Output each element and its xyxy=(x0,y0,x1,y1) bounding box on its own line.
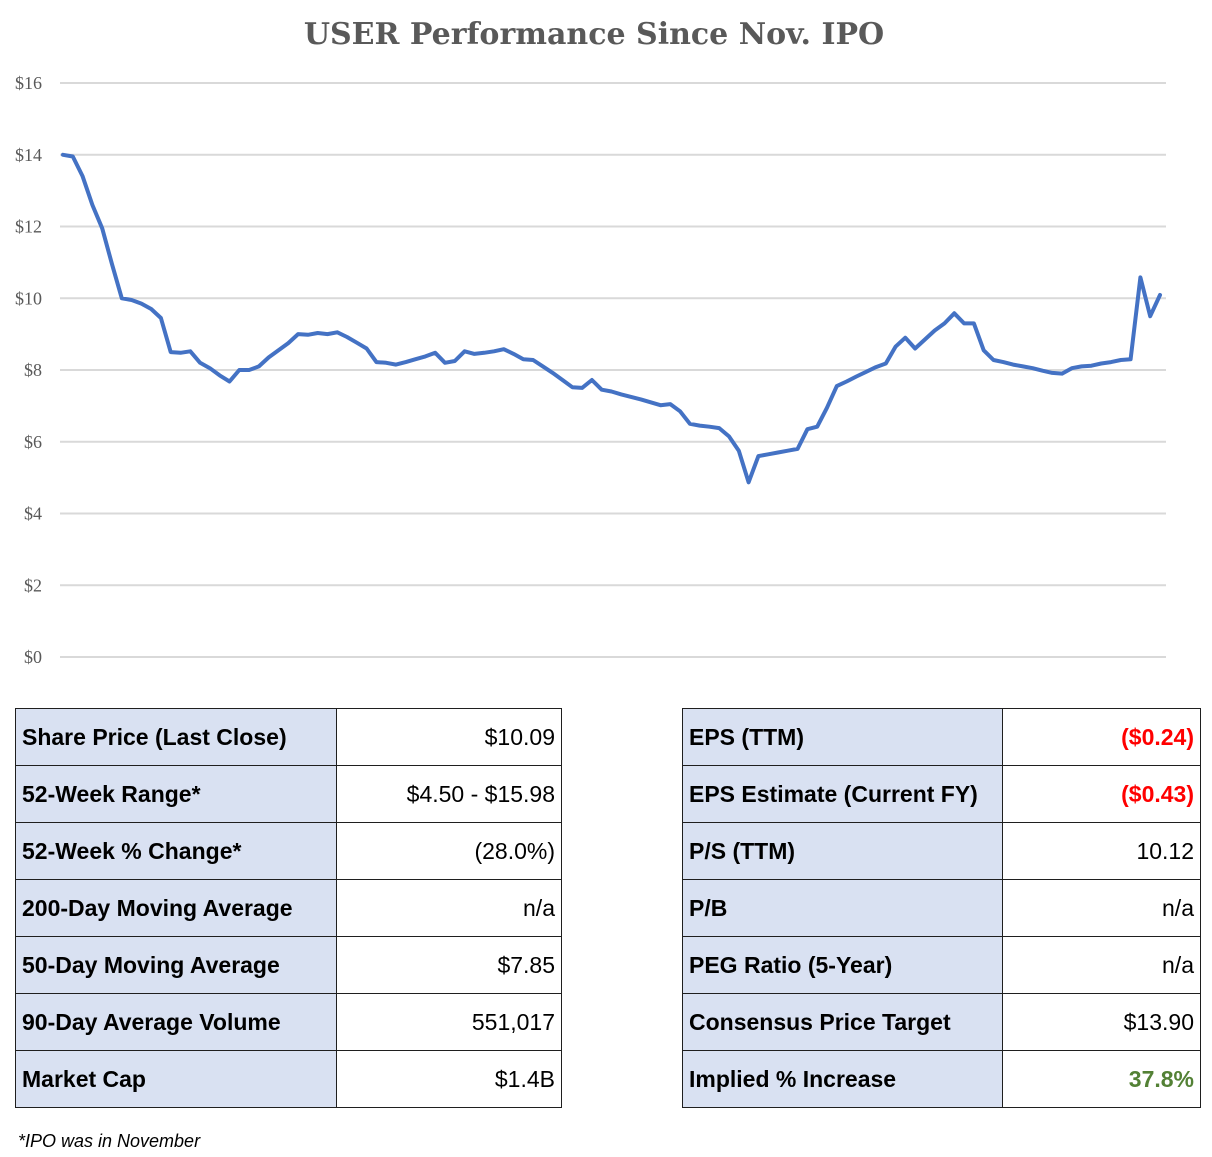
stat-value: $7.85 xyxy=(336,936,562,994)
stat-value: ($0.43) xyxy=(1002,765,1201,823)
price-line xyxy=(61,152,1162,485)
table-row: Implied % Increase 37.8% xyxy=(682,1050,1201,1108)
table-row: 200-Day Moving Average n/a xyxy=(15,879,562,937)
table-row: EPS Estimate (Current FY) ($0.43) xyxy=(682,765,1201,823)
stat-label: P/S (TTM) xyxy=(682,822,1003,880)
y-tick-label: $12 xyxy=(15,217,42,237)
stat-label: PEG Ratio (5-Year) xyxy=(682,936,1003,994)
stat-value: 37.8% xyxy=(1002,1050,1201,1108)
stat-value: n/a xyxy=(336,879,562,937)
y-tick-label: $10 xyxy=(15,288,42,308)
stat-label: Implied % Increase xyxy=(682,1050,1003,1108)
table-row: 52-Week % Change* (28.0%) xyxy=(15,822,562,880)
stat-value: $13.90 xyxy=(1002,993,1201,1051)
stat-label: 200-Day Moving Average xyxy=(15,879,337,937)
table-row: P/S (TTM) 10.12 xyxy=(682,822,1201,880)
stat-label: 52-Week % Change* xyxy=(15,822,337,880)
stat-value: $10.09 xyxy=(336,708,562,766)
stat-value: 551,017 xyxy=(336,993,562,1051)
table-row: Consensus Price Target $13.90 xyxy=(682,993,1201,1051)
stat-label: EPS Estimate (Current FY) xyxy=(682,765,1003,823)
stat-label: Market Cap xyxy=(15,1050,337,1108)
stat-label: P/B xyxy=(682,879,1003,937)
table-row: Market Cap $1.4B xyxy=(15,1050,562,1108)
y-tick-label: $16 xyxy=(15,73,42,93)
y-tick-label: $2 xyxy=(24,575,42,595)
stat-label: EPS (TTM) xyxy=(682,708,1003,766)
price-chart: USER Performance Since Nov. IPO $0 $2 $4 $6… xyxy=(15,17,1166,667)
stat-label: 52-Week Range* xyxy=(15,765,337,823)
stat-label: Consensus Price Target xyxy=(682,993,1003,1051)
stat-value: $1.4B xyxy=(336,1050,562,1108)
stat-value: n/a xyxy=(1002,936,1201,994)
chart-gridlines xyxy=(60,82,1166,658)
table-row: Share Price (Last Close) $10.09 xyxy=(15,708,562,766)
stat-value: n/a xyxy=(1002,879,1201,937)
stat-label: Share Price (Last Close) xyxy=(15,708,337,766)
y-tick-label: $4 xyxy=(24,504,42,524)
table-row: 52-Week Range* $4.50 - $15.98 xyxy=(15,765,562,823)
y-axis-ticks: $0 $2 $4 $6 $8 $10 $12 $14 $16 xyxy=(15,73,42,667)
table-row: EPS (TTM) ($0.24) xyxy=(682,708,1201,766)
y-tick-label: $8 xyxy=(24,360,42,380)
right-stats-table: EPS (TTM) ($0.24) EPS Estimate (Current F… xyxy=(682,708,1201,1108)
stat-label: 50-Day Moving Average xyxy=(15,936,337,994)
table-row: 90-Day Average Volume 551,017 xyxy=(15,993,562,1051)
stat-value: $4.50 - $15.98 xyxy=(336,765,562,823)
stat-value: ($0.24) xyxy=(1002,708,1201,766)
table-row: 50-Day Moving Average $7.85 xyxy=(15,936,562,994)
y-tick-label: $0 xyxy=(24,647,42,667)
y-tick-label: $14 xyxy=(15,145,42,165)
y-tick-label: $6 xyxy=(24,432,42,452)
stat-value: 10.12 xyxy=(1002,822,1201,880)
table-row: PEG Ratio (5-Year) n/a xyxy=(682,936,1201,994)
table-row: P/B n/a xyxy=(682,879,1201,937)
footnote: *IPO was in November xyxy=(18,1131,201,1151)
left-stats-table: Share Price (Last Close) $10.09 52-Week R… xyxy=(15,708,562,1108)
stat-label: 90-Day Average Volume xyxy=(15,993,337,1051)
stat-value: (28.0%) xyxy=(336,822,562,880)
chart-title: USER Performance Since Nov. IPO xyxy=(304,17,884,52)
